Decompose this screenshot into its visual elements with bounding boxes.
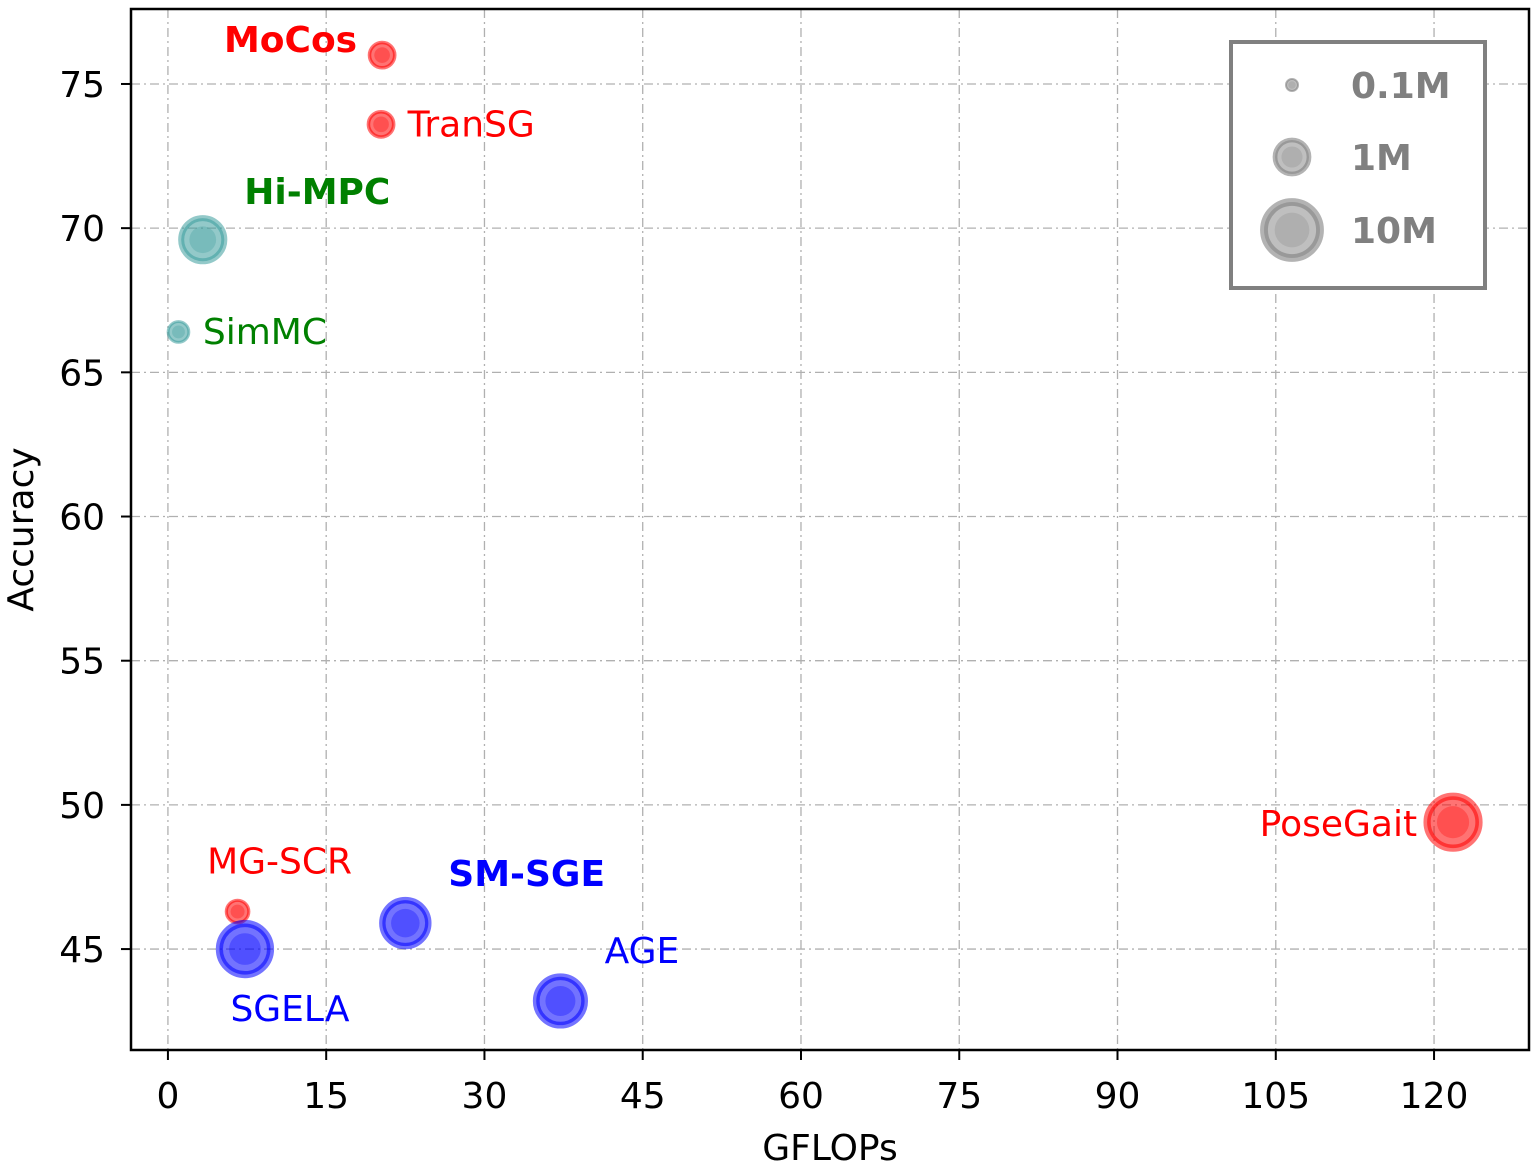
point-label-transg: TranSG: [407, 104, 535, 145]
x-tick-label: 15: [303, 1076, 349, 1117]
point-label-sm-sge: SM-SGE: [448, 854, 605, 895]
point-label-mocos: MoCos: [224, 20, 357, 61]
x-tick-label: 120: [1400, 1076, 1469, 1117]
bubble-marker: [166, 320, 191, 344]
point-label-mg-scr: MG-SCR: [207, 842, 352, 883]
y-tick-label: 65: [59, 353, 105, 394]
x-tick-label: 105: [1241, 1076, 1310, 1117]
bubble-marker: [367, 40, 397, 70]
data-point-transg: [366, 109, 396, 139]
bubble-marker: [1423, 792, 1483, 852]
y-tick-label: 45: [59, 930, 105, 971]
x-tick-label: 30: [462, 1076, 508, 1117]
legend-marker-core: [1288, 81, 1296, 89]
legend-label: 10M: [1351, 211, 1437, 252]
data-point-mocos: [367, 40, 397, 70]
point-label-posegait: PoseGait: [1260, 804, 1417, 845]
data-point-age: [532, 973, 588, 1029]
data-point-mg-scr: [224, 898, 251, 925]
legend-entry-1m: 1M: [1272, 137, 1412, 179]
legend-entry-0-1m: 0.1M: [1285, 66, 1451, 107]
bubble-core: [374, 47, 390, 63]
point-label-simmc: SimMC: [203, 312, 327, 353]
legend-marker-core: [1281, 146, 1303, 168]
legend-entry-10m: 10M: [1260, 198, 1437, 262]
y-tick-label: 70: [59, 209, 105, 250]
bubble-core: [189, 226, 217, 254]
data-point-hi-mpc: [178, 215, 228, 265]
y-axis-title: Accuracy: [1, 447, 42, 611]
bubble-marker: [532, 973, 588, 1029]
bubble-core: [172, 325, 185, 339]
bubble-core: [373, 116, 389, 133]
x-tick-label: 60: [778, 1076, 824, 1117]
x-tick-label: 75: [936, 1076, 982, 1117]
legend: 0.1M 1M 10M: [1229, 40, 1487, 290]
point-label-sgela: SGELA: [230, 989, 349, 1030]
y-tick-label: 50: [59, 786, 105, 827]
y-tick-label: 55: [59, 642, 105, 683]
grid-lines: [131, 9, 1529, 1050]
legend-marker: [1285, 78, 1299, 92]
bubble-core: [1436, 806, 1470, 839]
legend-label: 1M: [1351, 138, 1412, 179]
data-point-sm-sge: [379, 896, 432, 950]
bubble-core: [391, 908, 420, 938]
point-label-age: AGE: [605, 931, 680, 972]
point-label-hi-mpc: Hi-MPC: [244, 172, 390, 213]
data-point-simmc: [166, 320, 191, 344]
x-tick-label: 0: [156, 1076, 179, 1117]
legend-marker: [1260, 198, 1324, 262]
x-axis-title: GFLOPs: [762, 1128, 898, 1168]
bubble-core: [545, 985, 576, 1016]
x-tick-label: 90: [1095, 1076, 1141, 1117]
y-tick-label: 75: [59, 65, 105, 106]
x-tick-label: 45: [620, 1076, 666, 1117]
data-point-posegait: [1423, 792, 1483, 852]
point-labels: MoCos TranSG Hi-MPC SimMC MG-SCR SGELA SM-SGEA…: [203, 20, 1417, 1030]
bubble-marker: [178, 215, 228, 265]
legend-marker-core: [1274, 212, 1310, 248]
bubble-core: [229, 933, 261, 965]
data-points: [166, 40, 1483, 1029]
data-point-sgela: [215, 919, 275, 979]
bubble-marker: [366, 109, 396, 139]
plot-frame: [129, 7, 1531, 1052]
bubble-core: [230, 904, 245, 919]
y-tick-label: 60: [59, 498, 105, 539]
legend-label: 0.1M: [1351, 66, 1451, 107]
x-axis-ticks: 0 15 30 45 60 75 90 105 120: [156, 1050, 1468, 1117]
y-axis-ticks: 45 50 55 60 65 70 75: [59, 65, 131, 971]
bubble-marker: [379, 896, 432, 950]
legend-marker: [1272, 137, 1312, 177]
bubble-marker: [215, 919, 275, 979]
